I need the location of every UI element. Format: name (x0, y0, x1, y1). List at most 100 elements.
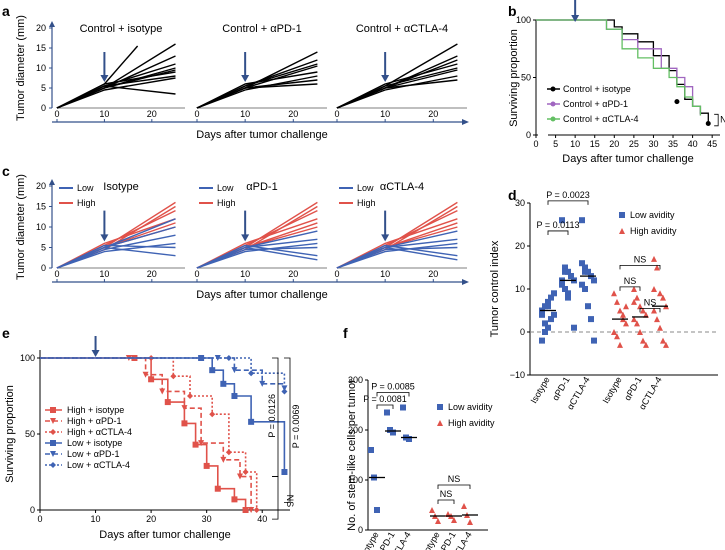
legend-marker (550, 86, 556, 92)
data-point (548, 294, 554, 301)
growth-curve (196, 83, 318, 109)
growth-curve (336, 242, 458, 269)
data-point (660, 294, 666, 301)
y-tick-label: 20 (36, 23, 46, 33)
censor-mark (705, 121, 711, 126)
x-tick-label: 45 (707, 139, 717, 149)
y-tick-label: 50 (521, 73, 531, 83)
data-point (582, 264, 588, 271)
growth-curve (336, 59, 458, 109)
survival-curve (40, 357, 247, 510)
y-axis-label: Tumor control index (489, 240, 501, 337)
panel-label-b: b (508, 3, 517, 19)
y-axis-label: Tumor diameter (mm) (15, 15, 27, 121)
y-tick-label: 0 (526, 130, 531, 140)
survival-marker (259, 380, 266, 387)
x-tick-label: 0 (334, 269, 339, 279)
x-tick-label: 5 (553, 139, 558, 149)
censor-mark (674, 99, 680, 105)
treatment-arrow-head (100, 234, 109, 242)
data-point (634, 294, 640, 301)
survival-curve (40, 357, 252, 510)
survival-marker (242, 469, 249, 475)
growth-curve (56, 226, 176, 269)
y-axis-label: No. of stem-like cells per tumor (346, 379, 358, 531)
survival-curve (536, 19, 702, 116)
data-point (654, 264, 660, 271)
panel-label-d: d (508, 187, 517, 203)
treatment-arrow-head (91, 350, 100, 357)
y-tick-label: 20 (36, 181, 46, 191)
legend-label: Low + isotype (67, 438, 122, 448)
survival-marker (209, 411, 216, 418)
y-tick-label: 15 (36, 43, 46, 53)
y-tick-label: 0 (41, 263, 46, 273)
growth-curve (336, 230, 458, 269)
survival-marker (192, 441, 199, 448)
survival-marker (231, 496, 238, 503)
data-point (651, 286, 657, 292)
category-label: Isotype (529, 375, 552, 405)
category-label: αPD-1 (622, 375, 644, 402)
significance-label: NS (448, 474, 461, 484)
data-point (663, 341, 669, 348)
x-tick-label: 10 (91, 514, 101, 524)
legend-low-label: Low avidity (448, 402, 493, 412)
survival-marker (198, 440, 205, 447)
data-point (582, 268, 588, 275)
survival-marker (220, 380, 227, 387)
x-tick-label: 0 (54, 269, 59, 279)
data-point (651, 255, 657, 262)
data-point (539, 311, 545, 318)
x-tick-label: 0 (334, 109, 339, 119)
x-tick-label: 20 (146, 514, 156, 524)
survival-marker (248, 370, 255, 377)
legend-marker (50, 429, 56, 435)
growth-curve (56, 45, 139, 109)
data-point (623, 320, 629, 327)
data-point (611, 290, 617, 297)
y-axis-arrowhead (49, 21, 55, 27)
data-point (591, 337, 597, 344)
x-axis-arrowhead (462, 119, 469, 125)
legend-high-marker (437, 420, 443, 426)
x-axis-label: Days after tumor challenge (196, 129, 327, 141)
x-axis-label: Days after tumor challenge (562, 153, 693, 165)
treatment-arrow-head (381, 234, 390, 242)
legend-label: Control + isotype (563, 84, 631, 94)
x-axis-label: Days after tumor challenge (99, 529, 230, 541)
survival-marker (181, 405, 188, 412)
significance-bracket (284, 357, 291, 503)
data-point (384, 409, 390, 416)
data-point (631, 286, 637, 292)
significance-label: P = 0.0081 (363, 394, 407, 404)
x-tick-label: 35 (668, 139, 678, 149)
growth-curve (196, 71, 318, 109)
data-point (562, 268, 568, 275)
data-point (467, 519, 473, 525)
ns-bracket (714, 113, 719, 127)
significance-bracket (619, 286, 641, 291)
data-point (400, 404, 406, 411)
significance-label: P = 0.0023 (546, 190, 590, 200)
survival-marker (225, 355, 232, 361)
legend-marker (50, 407, 56, 413)
legend-low-label: Low (77, 183, 94, 193)
survival-marker (181, 420, 188, 427)
x-tick-label: 40 (688, 139, 698, 149)
growth-curve (196, 75, 318, 109)
y-tick-label: 100 (348, 475, 363, 485)
growth-curve (196, 242, 318, 269)
legend-label: Control + αPD-1 (563, 99, 628, 109)
significance-bracket (437, 484, 471, 489)
subplot-title: αPD-1 (246, 181, 277, 193)
data-point (551, 311, 557, 318)
data-point (651, 307, 657, 314)
survival-marker (248, 507, 255, 513)
data-point (614, 333, 620, 340)
x-tick-label: 20 (288, 109, 298, 119)
legend-high-label: High avidity (630, 226, 677, 236)
data-point (368, 447, 374, 453)
survival-marker (214, 485, 221, 492)
growth-curve (196, 230, 318, 269)
